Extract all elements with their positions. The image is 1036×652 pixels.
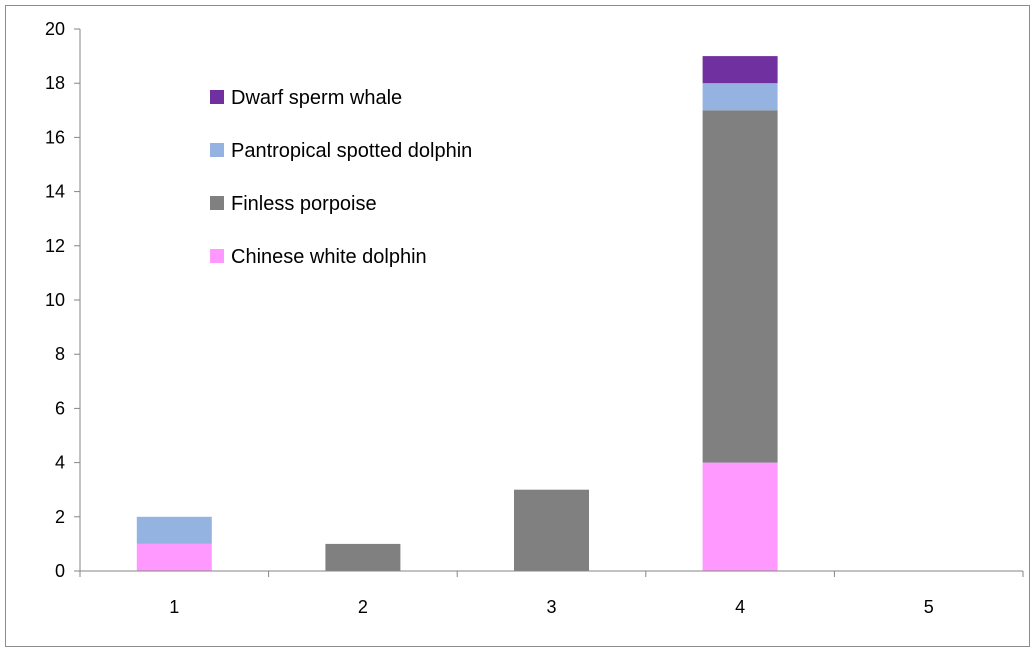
y-tick-label: 10: [45, 290, 65, 310]
legend-swatch: [210, 90, 224, 104]
y-axis-ticks: 0 2 4 6 8 10 12 14 16 18 20: [45, 19, 80, 581]
bar-segment: [702, 56, 778, 84]
y-tick-label: 16: [45, 127, 65, 147]
legend-label: Finless porpoise: [231, 193, 377, 215]
y-tick-label: 4: [55, 453, 65, 473]
bar-segment: [702, 462, 778, 571]
legend-label: Pantropical spotted dolphin: [231, 140, 472, 162]
y-tick-label: 12: [45, 236, 65, 256]
x-tick-label: 5: [924, 597, 934, 617]
x-tick-label: 1: [169, 597, 179, 617]
legend-label: Dwarf sperm whale: [231, 87, 402, 109]
legend-swatch: [210, 196, 224, 210]
legend-swatch: [210, 249, 224, 263]
bars-layer: [136, 56, 778, 571]
x-tick-label: 2: [358, 597, 368, 617]
legend: Dwarf sperm whale Pantropical spotted dol…: [210, 87, 472, 268]
legend-label: Chinese white dolphin: [231, 246, 427, 268]
x-axis-ticks: 1 2 3 4 5: [79, 571, 1024, 617]
legend-swatch: [210, 143, 224, 157]
bar-segment: [702, 110, 778, 463]
y-tick-label: 2: [55, 507, 65, 527]
y-tick-label: 8: [55, 344, 65, 364]
bar-segment: [514, 489, 589, 571]
y-tick-label: 6: [55, 398, 65, 418]
y-tick-label: 0: [55, 561, 65, 581]
bar-segment: [325, 543, 401, 571]
bar-segment: [136, 543, 212, 571]
y-tick-label: 20: [45, 19, 65, 39]
bar-segment: [702, 83, 778, 111]
y-tick-label: 14: [45, 182, 65, 202]
bar-segment: [136, 516, 212, 544]
x-tick-label: 3: [546, 597, 556, 617]
y-tick-label: 18: [45, 73, 65, 93]
x-tick-label: 4: [735, 597, 745, 617]
